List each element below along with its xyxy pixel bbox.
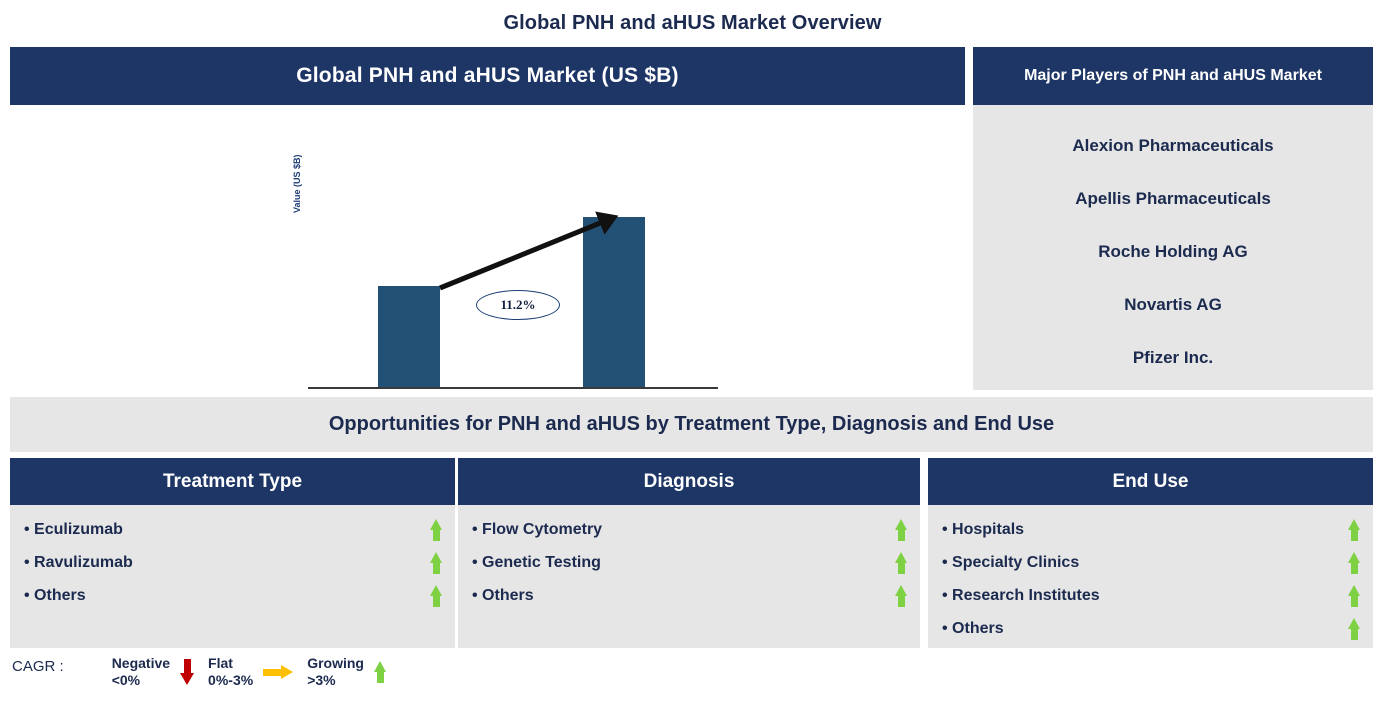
arrow-up-green-icon xyxy=(895,551,908,574)
legend-item-growing: Growing >3% xyxy=(307,655,387,689)
column-header: Diagnosis xyxy=(458,458,920,505)
legend-item-negative: Negative <0% xyxy=(112,655,195,689)
list-item: Pfizer Inc. xyxy=(1132,348,1214,367)
legend-item-range: >3% xyxy=(307,672,336,688)
market-chart-panel: Global PNH and aHUS Market (US $B) Value… xyxy=(10,47,965,445)
opportunities-band-title: Opportunities for PNH and aHUS by Treatm… xyxy=(10,397,1373,452)
list-item-label: • Genetic Testing xyxy=(472,553,601,571)
list-item-label: • Others xyxy=(942,619,1004,637)
arrow-up-green-icon xyxy=(1348,584,1361,607)
list-item: • Eculizumab xyxy=(10,513,455,546)
column-header: Treatment Type xyxy=(10,458,455,505)
list-item-label: • Hospitals xyxy=(942,520,1025,538)
column-header: End Use xyxy=(928,458,1373,505)
column-list: • Flow Cytometry • Genetic Testing • Oth… xyxy=(458,505,920,612)
list-item: • Research Institutes xyxy=(928,579,1373,612)
opportunity-column-diagnosis: Diagnosis • Flow Cytometry • Genetic Tes… xyxy=(458,458,920,648)
list-item-label: • Ravulizumab xyxy=(24,553,133,571)
x-axis-line xyxy=(308,387,718,389)
players-list: Alexion Pharmaceuticals Apellis Pharmace… xyxy=(973,105,1373,384)
list-item: • Flow Cytometry xyxy=(458,513,920,546)
list-item: Novartis AG xyxy=(1124,295,1222,314)
opportunity-column-treatment-type: Treatment Type • Eculizumab • Ravulizuma… xyxy=(10,458,455,648)
page-title: Global PNH and aHUS Market Overview xyxy=(503,12,882,34)
arrow-right-yellow-icon xyxy=(263,665,294,679)
list-item: • Others xyxy=(458,579,920,612)
legend-item-range: 0%-3% xyxy=(208,672,254,688)
legend-item-text: Negative <0% xyxy=(112,655,170,689)
list-item-label: • Research Institutes xyxy=(942,586,1100,604)
chart-panel-header: Global PNH and aHUS Market (US $B) xyxy=(10,47,965,105)
legend-item-name: Negative xyxy=(111,655,171,671)
list-item: • Others xyxy=(10,579,455,612)
column-list: • Hospitals • Specialty Clinics • Resear… xyxy=(928,505,1373,645)
list-item: • Hospitals xyxy=(928,513,1373,546)
y-axis-label: Value (US $B) xyxy=(292,154,302,213)
legend-item-flat: Flat 0%-3% xyxy=(208,655,294,689)
arrow-down-red-icon xyxy=(180,659,195,685)
opportunity-column-end-use: End Use • Hospitals • Specialty Clinics … xyxy=(928,458,1373,648)
list-item: • Specialty Clinics xyxy=(928,546,1373,579)
bar-2025 xyxy=(378,286,440,387)
cagr-value-callout: 11.2% xyxy=(476,290,560,320)
arrow-up-green-icon xyxy=(1348,551,1361,574)
arrow-up-green-icon xyxy=(430,584,443,607)
cagr-legend: CAGR : Negative <0% Flat 0%-3% Growing >… xyxy=(12,655,401,700)
list-item-label: • Specialty Clinics xyxy=(942,553,1080,571)
list-item-label: • Others xyxy=(472,586,534,604)
list-item-label: • Flow Cytometry xyxy=(472,520,603,538)
legend-item-range: <0% xyxy=(111,672,141,688)
list-item: Roche Holding AG xyxy=(1098,242,1248,261)
bar-chart: Value (US $B) 2025 2031 11.2% Source : L… xyxy=(10,105,965,445)
column-list: • Eculizumab • Ravulizumab • Others xyxy=(10,505,455,612)
arrow-up-green-icon xyxy=(895,518,908,541)
arrow-up-green-icon xyxy=(1348,518,1361,541)
cagr-legend-title: CAGR : xyxy=(12,658,64,675)
list-item: Apellis Pharmaceuticals xyxy=(1075,189,1271,208)
list-item-label: • Eculizumab xyxy=(24,520,123,538)
list-item: Alexion Pharmaceuticals xyxy=(1072,136,1274,155)
arrow-up-green-icon xyxy=(373,661,387,683)
players-panel-header: Major Players of PNH and aHUS Market xyxy=(973,47,1373,105)
legend-item-name: Flat xyxy=(208,655,233,671)
arrow-up-green-icon xyxy=(895,584,908,607)
list-item-label: • Others xyxy=(24,586,86,604)
arrow-up-green-icon xyxy=(1348,617,1361,640)
arrow-up-green-icon xyxy=(430,518,443,541)
list-item: • Genetic Testing xyxy=(458,546,920,579)
arrow-up-green-icon xyxy=(430,551,443,574)
bar-2031 xyxy=(583,217,645,387)
major-players-panel: Major Players of PNH and aHUS Market Ale… xyxy=(973,47,1373,390)
list-item: • Ravulizumab xyxy=(10,546,455,579)
legend-item-text: Growing >3% xyxy=(307,655,364,689)
legend-item-name: Growing xyxy=(307,655,364,671)
list-item: • Others xyxy=(928,612,1373,645)
legend-item-text: Flat 0%-3% xyxy=(208,655,253,689)
